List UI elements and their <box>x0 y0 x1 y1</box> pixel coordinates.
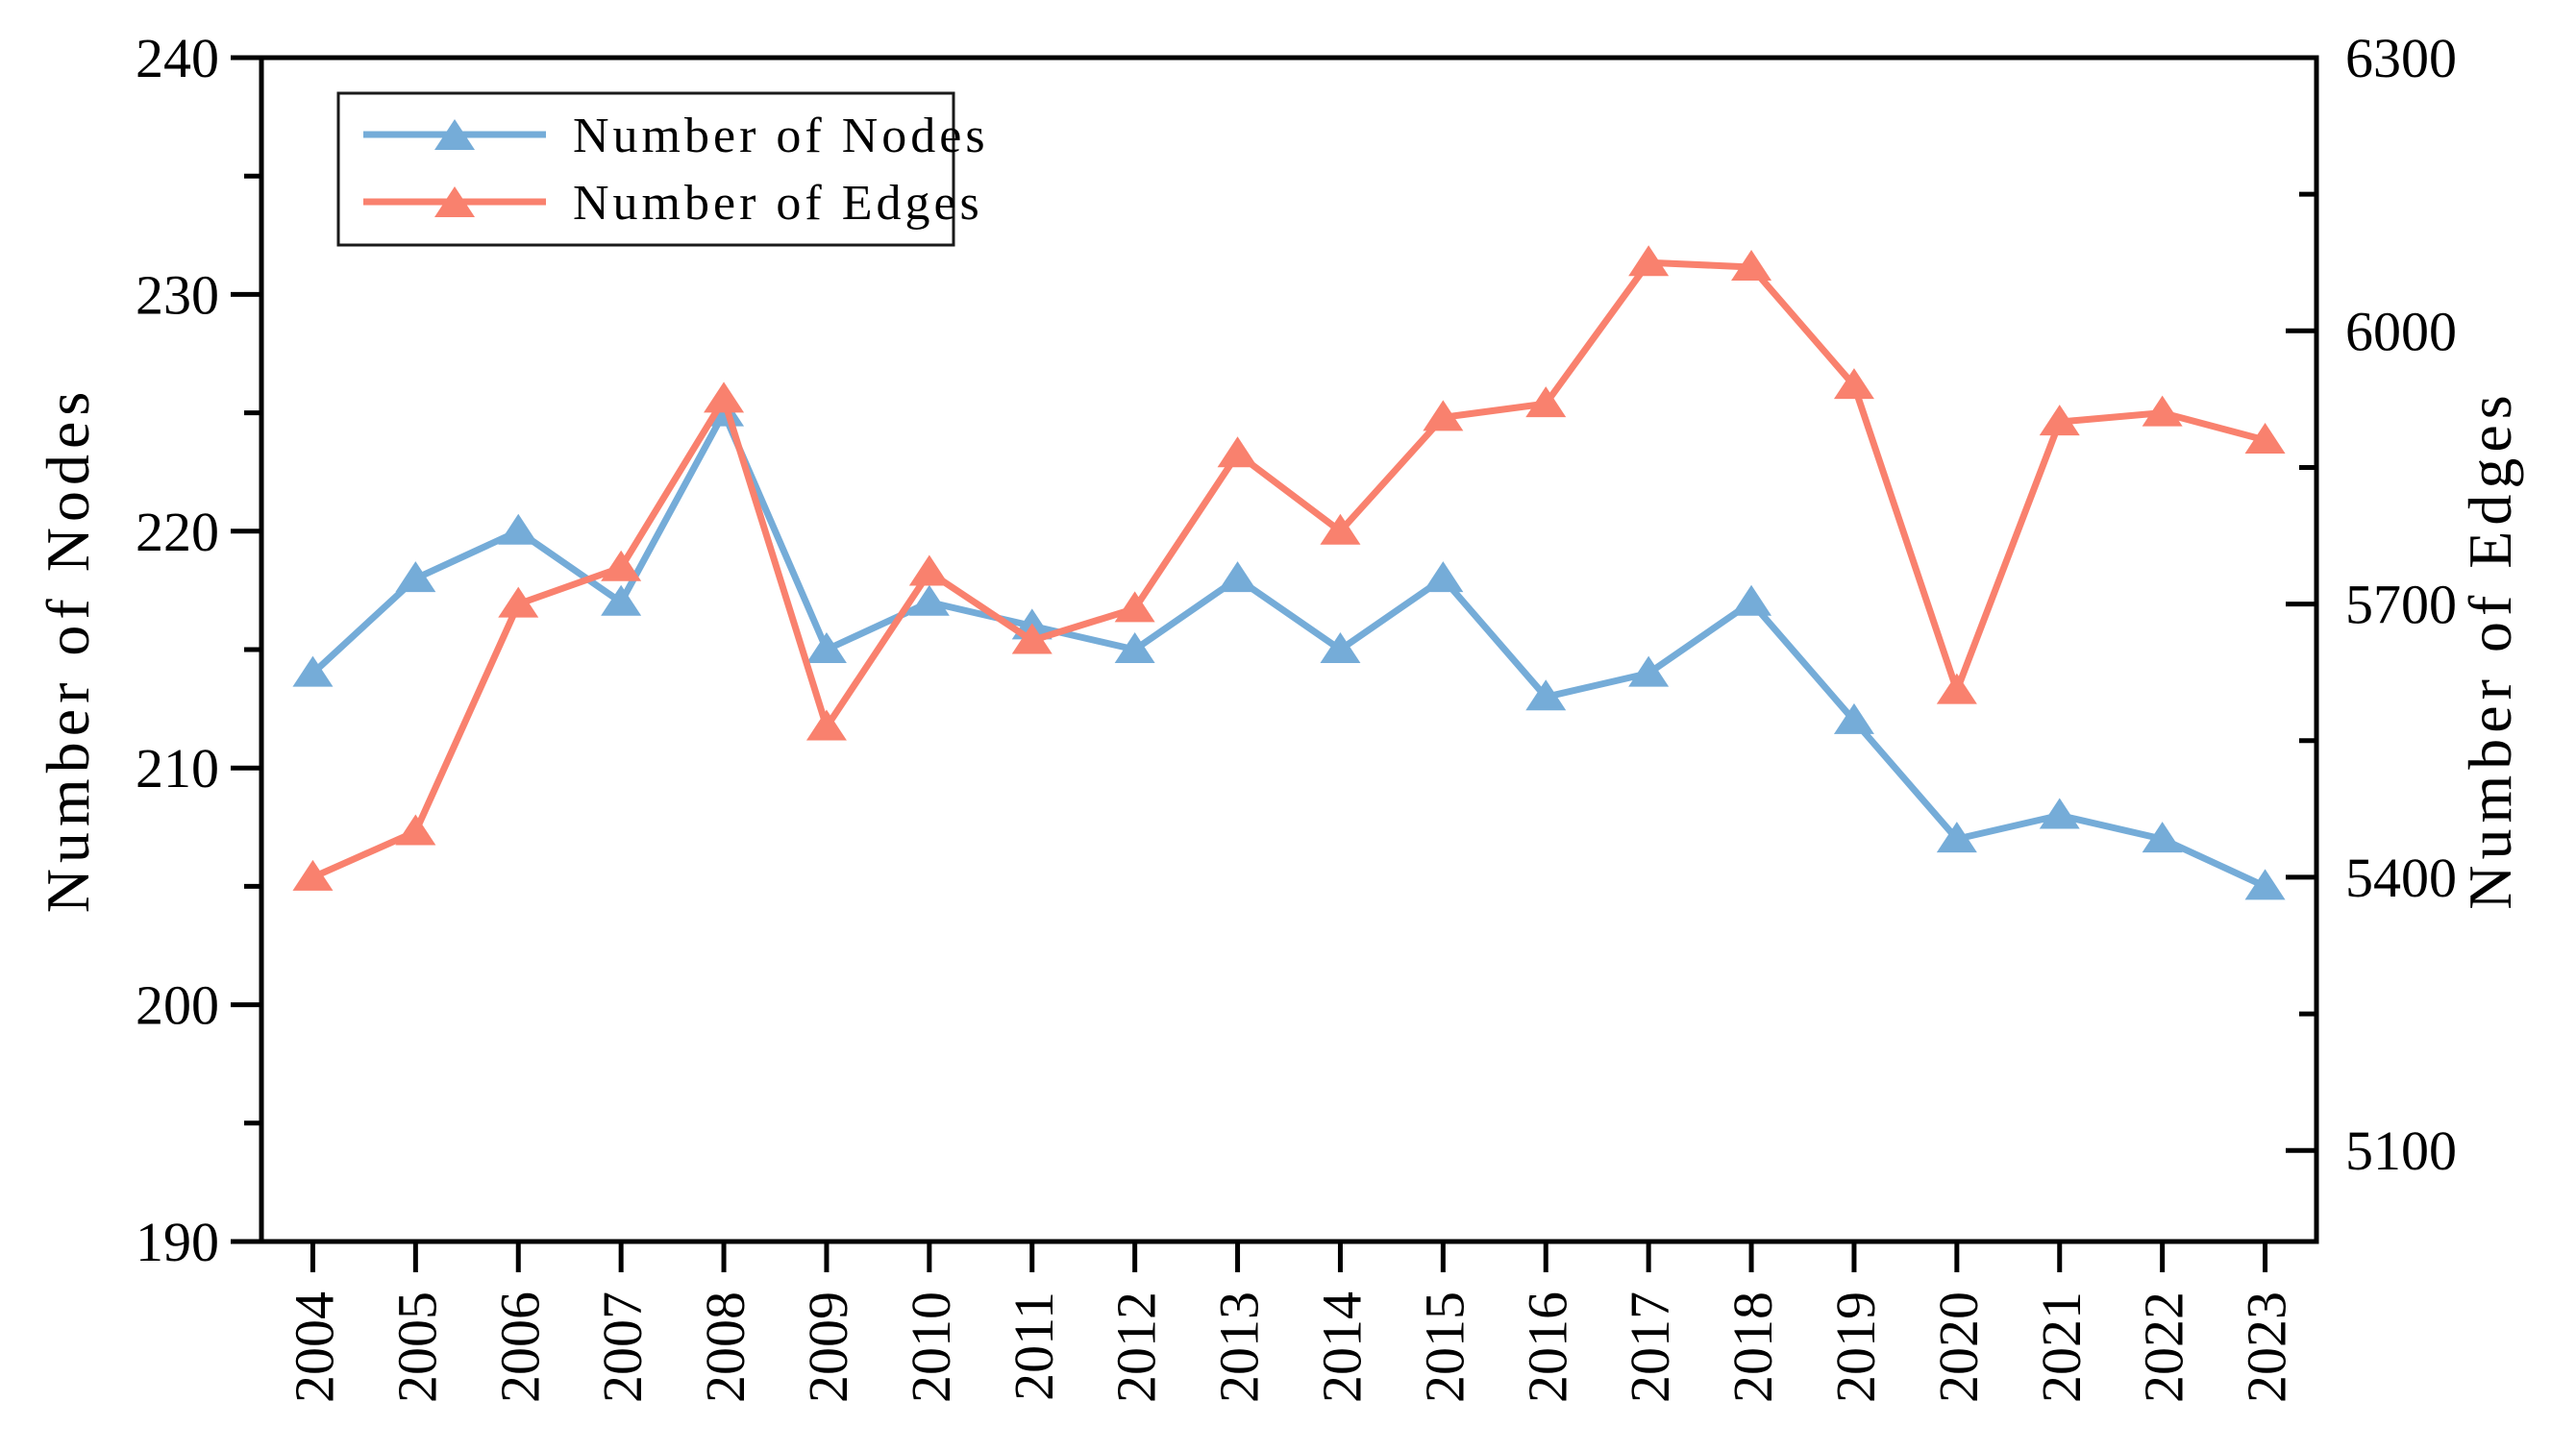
left-axis-tick-label: 200 <box>136 974 219 1037</box>
nodes-series-marker <box>1320 632 1361 663</box>
edges-series-marker <box>805 709 847 741</box>
edges-series-marker <box>292 859 334 891</box>
x-axis-tick-label: 2005 <box>385 1291 448 1403</box>
nodes-series-marker <box>908 584 950 616</box>
edges-series-marker <box>1731 249 1772 281</box>
x-axis-tick-label: 2009 <box>797 1291 859 1403</box>
nodes-series-marker <box>395 561 436 593</box>
nodes-series-marker <box>1114 632 1155 663</box>
nodes-series-marker <box>498 513 539 545</box>
right-axis-title: Number of Edges <box>2456 389 2524 909</box>
nodes-series-marker <box>1628 655 1670 687</box>
x-axis-tick-label: 2007 <box>591 1291 654 1403</box>
x-axis-tick-label: 2015 <box>1413 1291 1475 1403</box>
edges-series-marker <box>2142 395 2183 427</box>
nodes-series-marker <box>2142 822 2183 853</box>
edges-series-line <box>311 258 2266 881</box>
nodes-series-marker <box>1217 561 1258 593</box>
edges-series-marker <box>1011 623 1053 654</box>
x-axis-tick-label: 2017 <box>1619 1291 1681 1403</box>
nodes-series-marker <box>292 655 334 687</box>
nodes-series-marker <box>1525 679 1567 711</box>
right-axis-tick-label: 6300 <box>2345 27 2457 89</box>
nodes-series-marker <box>1833 702 1874 734</box>
legend-marker-sample <box>434 186 475 217</box>
x-axis-tick-label: 2006 <box>488 1291 551 1403</box>
x-axis-tick-label: 2023 <box>2236 1291 2298 1403</box>
left-axis-tick-label: 240 <box>136 27 219 89</box>
legend-box <box>336 91 955 247</box>
nodes-series-marker <box>601 584 642 616</box>
edges-series-marker <box>1936 673 1977 704</box>
nodes-series-marker <box>1731 584 1772 616</box>
x-axis-tick-label: 2021 <box>2030 1291 2093 1403</box>
nodes-series-line <box>310 409 2267 890</box>
left-axis-tick-label: 220 <box>136 501 219 563</box>
legend-entry-label: Number of Nodes <box>573 109 989 163</box>
right-axis-tick-label: 5400 <box>2345 847 2457 909</box>
edges-series-marker <box>1423 400 1464 431</box>
x-axis-tick-label: 2020 <box>1927 1291 1990 1403</box>
right-axis-tick-label: 6000 <box>2345 300 2457 362</box>
edges-series-marker <box>908 554 950 586</box>
left-axis-tick-label: 230 <box>136 263 219 326</box>
left-axis-title: Number of Nodes <box>34 386 102 914</box>
edges-series-marker <box>2039 405 2080 436</box>
right-axis-tick-label: 5700 <box>2345 574 2457 636</box>
x-axis-tick-label: 2008 <box>694 1291 756 1403</box>
edges-series-marker <box>1320 513 1361 545</box>
edges-series-marker <box>1114 591 1155 623</box>
legend-entry-label: Number of Edges <box>573 176 983 231</box>
x-axis-tick-label: 2022 <box>2133 1291 2195 1403</box>
left-axis-tick-label: 210 <box>136 737 219 799</box>
x-axis-tick-label: 2004 <box>283 1291 345 1403</box>
nodes-series-marker <box>2244 869 2286 900</box>
edges-series-marker <box>1628 245 1670 277</box>
edges-series-marker <box>704 381 745 413</box>
edges-series-marker <box>395 814 436 846</box>
edges-series-marker <box>601 550 642 581</box>
x-axis-tick-label: 2014 <box>1310 1291 1373 1403</box>
x-axis-tick-label: 2016 <box>1516 1291 1578 1403</box>
x-axis-tick-label: 2013 <box>1208 1291 1271 1403</box>
edges-series-marker <box>2244 423 2286 455</box>
left-axis-tick-label: 190 <box>136 1211 219 1273</box>
x-axis-tick-label: 2018 <box>1721 1291 1784 1403</box>
nodes-series-marker <box>1936 822 1977 853</box>
x-axis-tick-label: 2010 <box>900 1291 962 1403</box>
x-axis-tick-label: 2011 <box>1003 1291 1065 1401</box>
edges-series-marker <box>1217 436 1258 468</box>
x-axis-tick-label: 2019 <box>1824 1291 1887 1403</box>
edges-series-marker <box>498 586 539 618</box>
legend-marker-sample <box>434 119 475 150</box>
nodes-series-marker <box>1423 561 1464 593</box>
right-axis-tick-label: 5100 <box>2345 1119 2457 1182</box>
edges-series-marker <box>1525 386 1567 418</box>
nodes-series-marker <box>2039 798 2080 829</box>
nodes-series-marker <box>805 632 847 663</box>
x-axis-tick-label: 2012 <box>1105 1291 1168 1403</box>
edges-series-marker <box>1833 368 1874 400</box>
